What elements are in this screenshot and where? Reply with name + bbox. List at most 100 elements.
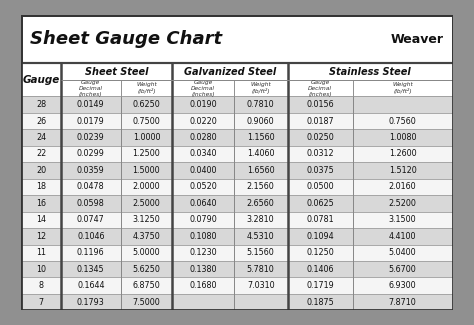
- Bar: [353, 212, 453, 228]
- Text: Gauge
Decimal
(inches): Gauge Decimal (inches): [79, 80, 103, 97]
- Text: 4.3750: 4.3750: [133, 232, 160, 241]
- Text: 5.7810: 5.7810: [247, 265, 274, 274]
- Text: 0.0239: 0.0239: [77, 133, 105, 142]
- Text: 3.1500: 3.1500: [389, 215, 417, 224]
- Bar: [234, 113, 288, 129]
- Text: 1.4060: 1.4060: [247, 150, 274, 159]
- Text: 7.5000: 7.5000: [133, 298, 160, 307]
- Text: Weight
(lb/ft²): Weight (lb/ft²): [392, 82, 413, 94]
- Bar: [61, 80, 120, 96]
- Bar: [172, 146, 234, 162]
- Text: Gauge: Gauge: [23, 75, 60, 85]
- Bar: [234, 179, 288, 195]
- Bar: [353, 80, 453, 96]
- Bar: [61, 212, 120, 228]
- Text: 0.0478: 0.0478: [77, 182, 105, 191]
- Bar: [21, 162, 61, 179]
- Bar: [172, 228, 234, 244]
- Bar: [353, 228, 453, 244]
- Bar: [353, 96, 453, 113]
- Bar: [61, 162, 120, 179]
- Bar: [61, 113, 120, 129]
- Text: 7.0310: 7.0310: [247, 281, 274, 290]
- Text: 2.5000: 2.5000: [133, 199, 160, 208]
- Bar: [21, 96, 61, 113]
- Text: 0.0190: 0.0190: [189, 100, 217, 109]
- Text: 4.5310: 4.5310: [247, 232, 274, 241]
- Bar: [353, 179, 453, 195]
- Bar: [288, 146, 353, 162]
- Bar: [353, 113, 453, 129]
- Bar: [234, 129, 288, 146]
- Text: 0.1719: 0.1719: [306, 281, 334, 290]
- Bar: [61, 63, 173, 80]
- Text: 0.9060: 0.9060: [247, 117, 274, 125]
- Text: 2.6560: 2.6560: [247, 199, 274, 208]
- Bar: [120, 212, 172, 228]
- Bar: [172, 113, 234, 129]
- Bar: [21, 146, 61, 162]
- Bar: [353, 278, 453, 294]
- Bar: [120, 261, 172, 278]
- Bar: [120, 195, 172, 212]
- Bar: [172, 294, 234, 310]
- Text: Gauge
Decimal
(inches): Gauge Decimal (inches): [191, 80, 215, 97]
- Text: 6.9300: 6.9300: [389, 281, 417, 290]
- Text: 12: 12: [36, 232, 46, 241]
- Text: Gauge
Decimal
(inches): Gauge Decimal (inches): [308, 80, 332, 97]
- Text: 5.0000: 5.0000: [133, 248, 160, 257]
- Bar: [288, 195, 353, 212]
- Text: 0.1345: 0.1345: [77, 265, 105, 274]
- Text: 24: 24: [36, 133, 46, 142]
- Text: 8: 8: [39, 281, 44, 290]
- Text: 0.7810: 0.7810: [247, 100, 274, 109]
- Bar: [288, 278, 353, 294]
- Text: 0.0187: 0.0187: [306, 117, 334, 125]
- Bar: [234, 278, 288, 294]
- Text: 0.7500: 0.7500: [133, 117, 160, 125]
- Text: 5.0400: 5.0400: [389, 248, 417, 257]
- Text: Weight
(lb/ft²): Weight (lb/ft²): [136, 82, 157, 94]
- Bar: [288, 129, 353, 146]
- Bar: [353, 146, 453, 162]
- Text: 0.0625: 0.0625: [306, 199, 334, 208]
- Bar: [120, 80, 172, 96]
- Bar: [120, 162, 172, 179]
- Text: 1.0080: 1.0080: [389, 133, 416, 142]
- Bar: [61, 261, 120, 278]
- Bar: [21, 228, 61, 244]
- Text: 0.0400: 0.0400: [189, 166, 217, 175]
- Text: 0.0280: 0.0280: [189, 133, 217, 142]
- Text: 0.0781: 0.0781: [306, 215, 334, 224]
- Text: 0.1793: 0.1793: [77, 298, 105, 307]
- Bar: [288, 212, 353, 228]
- Text: 26: 26: [36, 117, 46, 125]
- Text: 6.8750: 6.8750: [133, 281, 160, 290]
- Text: 2.0000: 2.0000: [133, 182, 160, 191]
- Text: 0.0250: 0.0250: [306, 133, 334, 142]
- Text: 0.7560: 0.7560: [389, 117, 417, 125]
- Bar: [172, 129, 234, 146]
- Bar: [353, 261, 453, 278]
- Text: 0.1250: 0.1250: [306, 248, 334, 257]
- Text: 0.0299: 0.0299: [77, 150, 105, 159]
- Text: 0.0747: 0.0747: [77, 215, 105, 224]
- Bar: [288, 113, 353, 129]
- Text: 18: 18: [36, 182, 46, 191]
- Bar: [172, 162, 234, 179]
- Bar: [21, 278, 61, 294]
- Bar: [234, 261, 288, 278]
- Text: 5.1560: 5.1560: [247, 248, 274, 257]
- Bar: [172, 80, 234, 96]
- Text: 28: 28: [36, 100, 46, 109]
- Bar: [172, 96, 234, 113]
- Bar: [353, 162, 453, 179]
- Bar: [288, 96, 353, 113]
- Text: 4.4100: 4.4100: [389, 232, 416, 241]
- Bar: [288, 244, 353, 261]
- Text: 0.0375: 0.0375: [306, 166, 334, 175]
- Bar: [288, 63, 453, 80]
- Text: 3.2810: 3.2810: [247, 215, 274, 224]
- Text: 0.1094: 0.1094: [306, 232, 334, 241]
- Text: 10: 10: [36, 265, 46, 274]
